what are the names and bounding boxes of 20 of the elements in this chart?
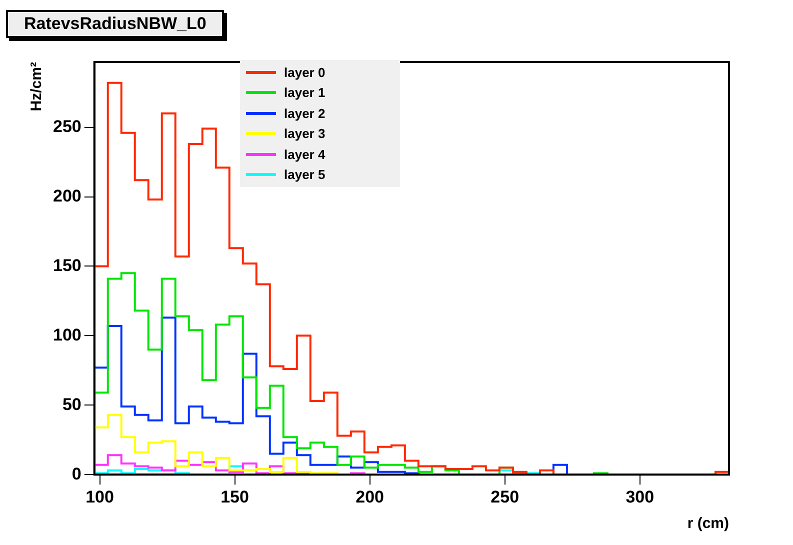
y-tick-label: 200 — [52, 186, 82, 206]
x-tick-label: 250 — [490, 487, 520, 506]
x-tick-label: 200 — [356, 487, 384, 506]
x-tick-label: 150 — [220, 487, 249, 506]
legend-label: layer 1 — [284, 85, 326, 100]
legend-label: layer 2 — [284, 106, 326, 121]
y-tick-label: 50 — [62, 394, 82, 414]
x-tick-label: 100 — [86, 487, 114, 506]
y-tick-label: 150 — [52, 256, 82, 275]
y-tick-label: 0 — [72, 464, 82, 484]
x-axis-title: r (cm) — [687, 515, 729, 532]
chart-title: RatevsRadiusNBW_L0 — [6, 10, 224, 38]
x-tick-label: 300 — [626, 487, 654, 506]
legend-label: layer 0 — [284, 64, 326, 80]
legend-label: layer 3 — [284, 126, 326, 142]
legend-label: layer 5 — [284, 167, 326, 182]
y-tick-label: 250 — [52, 116, 82, 136]
y-tick-label: 100 — [52, 325, 82, 344]
y-axis-title: Hz/cm² — [28, 62, 46, 112]
legend-label: layer 4 — [284, 146, 326, 162]
